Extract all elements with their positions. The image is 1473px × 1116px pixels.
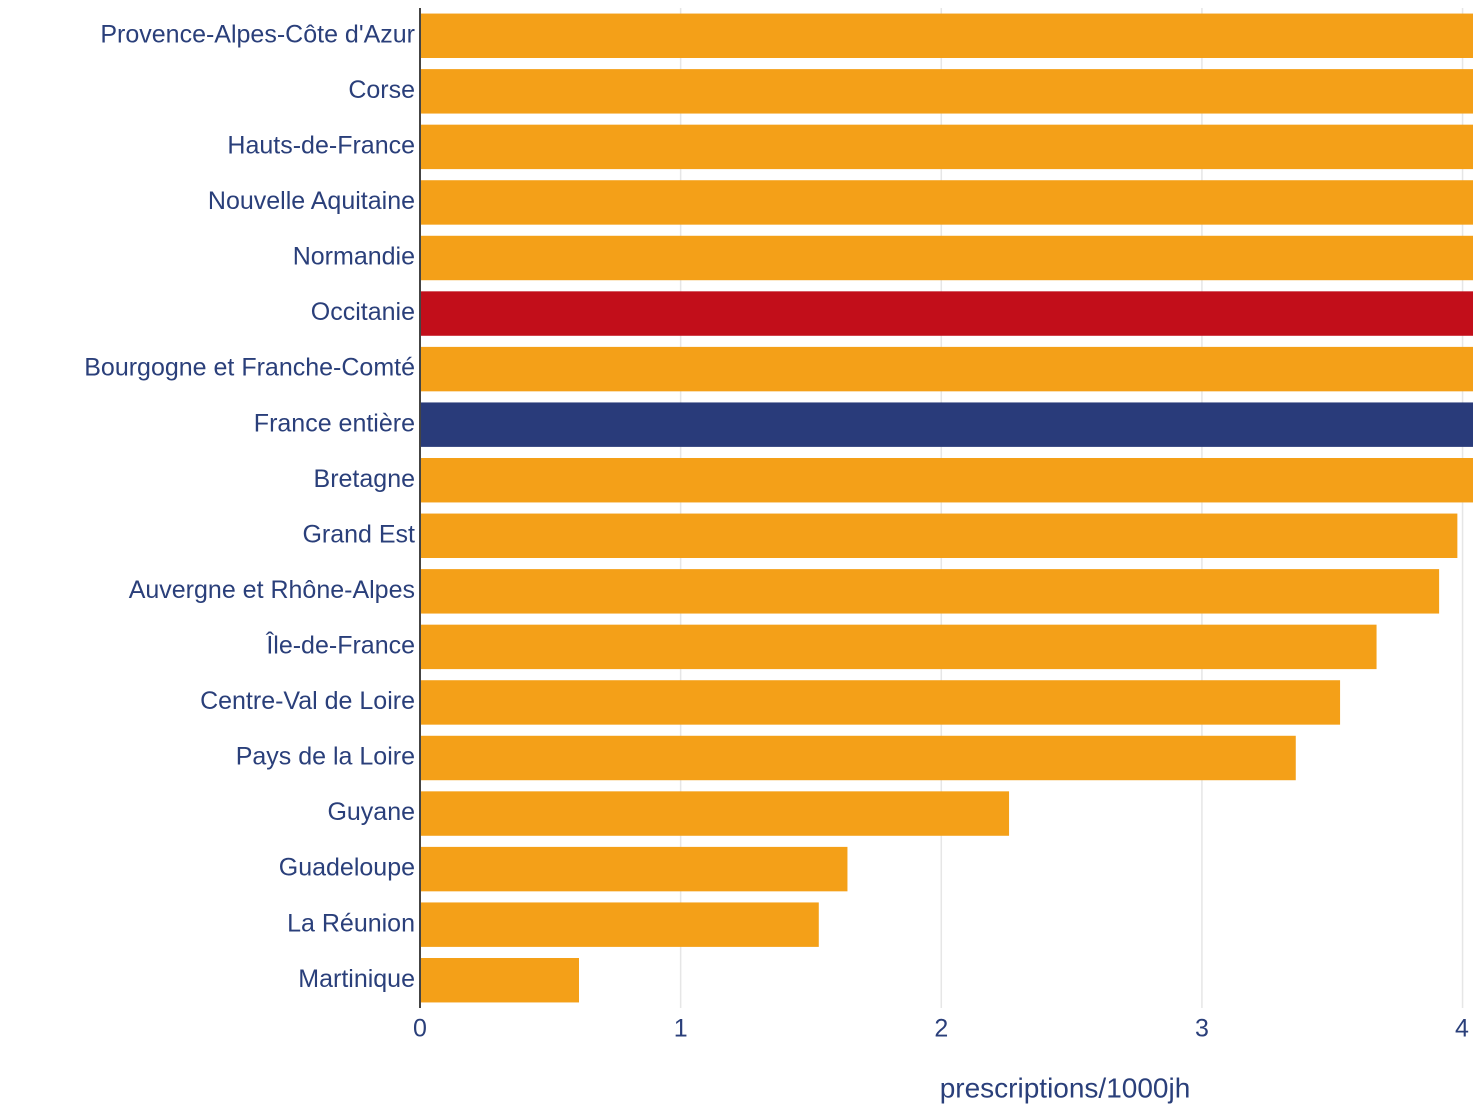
bar xyxy=(420,791,1010,836)
y-tick-label: La Réunion xyxy=(287,909,415,937)
y-tick-label: Provence-Alpes-Côte d'Azur xyxy=(100,20,415,48)
x-axis-label: prescriptions/1000jh xyxy=(940,1072,1191,1103)
bar xyxy=(420,13,1473,58)
y-tick-label: Bourgogne et Franche-Comté xyxy=(84,354,415,382)
x-tick-label: 3 xyxy=(1195,1015,1209,1043)
bar xyxy=(420,902,819,947)
y-tick-label: Hauts-de-France xyxy=(227,131,415,159)
y-tick-label: Bretagne xyxy=(314,465,415,493)
bar xyxy=(420,69,1473,114)
x-tick-label: 0 xyxy=(413,1015,427,1043)
x-tick-label: 1 xyxy=(674,1015,688,1043)
y-tick-label: Normandie xyxy=(293,243,415,271)
bar xyxy=(420,235,1473,281)
x-tick-label: 2 xyxy=(934,1015,948,1043)
bar xyxy=(420,458,1473,503)
bar xyxy=(420,346,1473,392)
y-tick-label: Nouvelle Aquitaine xyxy=(208,187,415,215)
y-tick-label: Auvergne et Rhône-Alpes xyxy=(129,576,415,604)
y-tick-label: Pays de la Loire xyxy=(236,743,415,771)
bar xyxy=(420,958,579,1003)
y-tick-label: Île-de-France xyxy=(265,630,415,659)
y-tick-label: Corse xyxy=(348,76,415,104)
bar xyxy=(420,735,1296,781)
bar xyxy=(420,124,1473,170)
y-tick-label: Occitanie xyxy=(311,298,415,326)
y-tick-label: Martinique xyxy=(298,965,415,993)
bar xyxy=(420,846,848,892)
y-tick-label: Grand Est xyxy=(302,520,415,548)
bar xyxy=(420,624,1377,670)
y-tick-label: Centre-Val de Loire xyxy=(200,687,415,715)
y-tick-label: France entière xyxy=(254,409,415,437)
x-tick-label: 4 xyxy=(1455,1015,1469,1043)
y-tick-label: Guadeloupe xyxy=(279,854,415,882)
y-tick-label: Guyane xyxy=(327,798,415,826)
bar xyxy=(420,680,1341,725)
bar xyxy=(420,402,1473,447)
bar xyxy=(420,180,1473,225)
bar xyxy=(420,291,1473,336)
bar xyxy=(420,569,1440,614)
bar xyxy=(420,513,1458,558)
